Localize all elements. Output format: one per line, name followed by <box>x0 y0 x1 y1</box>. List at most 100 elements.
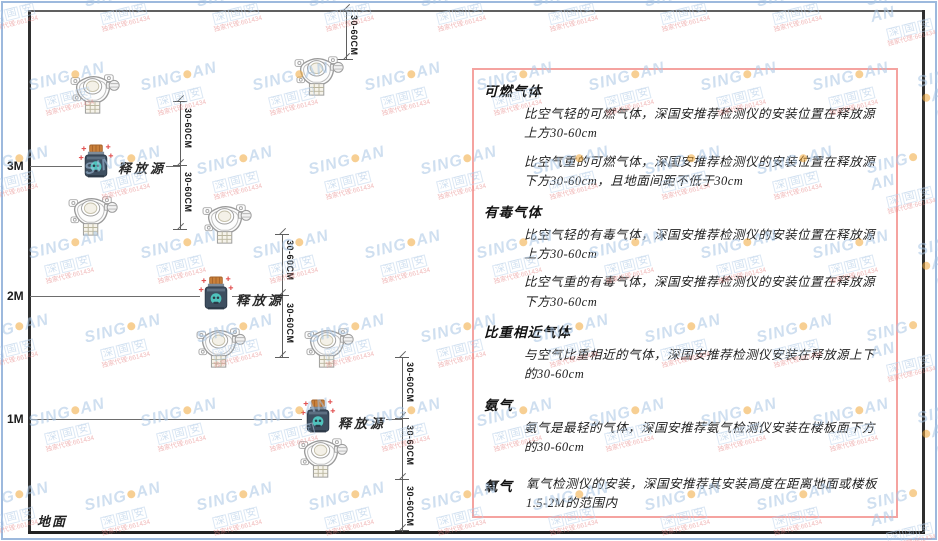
dimension-label: 30-60CM <box>183 172 193 213</box>
section-paragraph: 比空气轻的有毒气体，深国安推荐检测仪的安装位置在释放源上方30-60cm <box>524 227 876 261</box>
dimension-label: 30-60CM <box>183 108 193 149</box>
release-source-icon <box>300 399 336 437</box>
level-line-3m <box>30 166 82 167</box>
section-heading: 氧气 <box>484 478 513 494</box>
watermark-dot-icon <box>908 152 919 163</box>
section-paragraph: 比空气重的有毒气体，深国安推荐检测仪的安装位置在释放源下方30-60cm <box>524 275 876 309</box>
dimension-line <box>402 358 403 532</box>
watermark-dot-icon <box>126 321 137 332</box>
watermark-dot-icon <box>908 488 919 499</box>
section-paragraph: 比空气轻的可燃气体，深国安推荐检测仪的安装位置在释放源上方30-60cm <box>524 107 876 141</box>
watermark-dot-icon <box>350 489 361 500</box>
watermark-dot-icon <box>462 321 473 332</box>
level-line-3m-ext <box>166 166 180 167</box>
watermark-dot-icon <box>182 237 193 248</box>
floor-line <box>28 531 925 534</box>
panel-section: 可燃气体比空气轻的可燃气体，深国安推荐检测仪的安装位置在释放源上方30-60cm… <box>484 80 884 192</box>
release-source-label: 释放源 <box>118 161 167 176</box>
height-label-3m: 3M <box>7 159 24 173</box>
section-paragraph: 比空气重的可燃气体，深国安推荐检测仪的安装位置在释放源下方30-60cm，且地面… <box>524 154 876 189</box>
watermark-dot-icon <box>406 237 417 248</box>
level-line-1m <box>30 419 302 420</box>
watermark-dot-icon <box>14 489 25 500</box>
section-body: 氨气是最轻的气体，深国安推荐氨气检测仪安装在楼板面下方的30-60cm <box>484 419 884 458</box>
watermark-dot-icon <box>462 489 473 500</box>
wall-left-line <box>28 10 31 533</box>
level-line-1m-ext <box>386 419 402 420</box>
release-source-icon <box>78 144 114 182</box>
dimension-tick <box>173 165 187 166</box>
watermark-dot-icon <box>908 320 919 331</box>
section-body: 比空气轻的可燃气体，深国安推荐检测仪的安装位置在释放源上方30-60cm 比空气重… <box>484 105 884 192</box>
dimension-tick <box>395 479 409 480</box>
panel-section: 比重相近气体与空气比重相近的气体，深国安推荐检测仪安装在释放源上下的30-60c… <box>484 321 884 385</box>
ground-label: 地面 <box>37 514 68 529</box>
dimension-line <box>282 235 283 358</box>
section-paragraph: 氧气检测仪的安装，深国安推荐其安装高度在距离地面或楼板1.5-2M的范围内 <box>526 476 878 510</box>
section-heading: 可燃气体 <box>484 84 542 99</box>
dimension-label: 30-60CM <box>285 303 295 344</box>
dimension-tick <box>275 234 289 235</box>
info-panel: 可燃气体比空气轻的可燃气体，深国安推荐检测仪的安装位置在释放源上方30-60cm… <box>472 68 898 518</box>
dimension-label: 30-60CM <box>405 486 415 527</box>
watermark-dot-icon <box>14 321 25 332</box>
dimension-line <box>180 102 181 230</box>
dimension-line <box>346 11 347 60</box>
section-heading: 比重相近气体 <box>484 325 571 340</box>
height-label-2m: 2M <box>7 289 24 303</box>
section-paragraph: 氨气是最轻的气体，深国安推荐氨气检测仪安装在楼板面下方的30-60cm <box>524 420 876 455</box>
watermark-dot-icon <box>406 405 417 416</box>
section-heading: 有毒气体 <box>484 204 542 220</box>
ceiling-line <box>28 10 925 12</box>
release-source-label: 释放源 <box>236 293 285 308</box>
watermark-dot-icon <box>182 405 193 416</box>
watermark-dot-icon <box>406 69 417 80</box>
watermark-dot-icon <box>70 405 81 416</box>
section-body: 氧气检测仪的安装，深国安推荐其安装高度在距离地面或楼板1.5-2M的范围内 <box>526 467 884 517</box>
dimension-tick <box>173 101 187 102</box>
level-line-2m <box>30 296 200 297</box>
section-body: 比空气轻的有毒气体，深国安推荐检测仪的安装位置在释放源上方30-60cm 比空气重… <box>484 226 884 313</box>
level-line-2m-ext <box>232 296 282 297</box>
gas-detector-icon <box>202 200 252 246</box>
dimension-tick <box>275 295 289 296</box>
dimension-tick <box>339 59 353 60</box>
watermark-dot-icon <box>238 489 249 500</box>
gas-detector-icon <box>68 192 118 238</box>
section-body: 与空气比重相近的气体，深国安推荐检测仪安装在释放源上下的30-60cm <box>484 346 884 385</box>
panel-section: 氨气 氨气是最轻的气体，深国安推荐氨气检测仪安装在楼板面下方的30-60cm <box>484 394 884 458</box>
section-paragraph: 与空气比重相近的气体，深国安推荐检测仪安装在释放源上下的30-60cm <box>524 348 876 382</box>
gas-detector-icon <box>196 324 246 370</box>
panel-section: 氧气 氧气检测仪的安装，深国安推荐其安装高度在距离地面或楼板1.5-2M的范围内 <box>484 467 884 517</box>
watermark-dot-icon <box>462 153 473 164</box>
dimension-tick <box>275 357 289 358</box>
panel-section: 有毒气体比空气轻的有毒气体，深国安推荐检测仪的安装位置在释放源上方30-60cm… <box>484 201 884 313</box>
dimension-label: 30-60CM <box>285 240 295 281</box>
watermark-dot-icon <box>294 237 305 248</box>
dimension-tick <box>173 229 187 230</box>
section-heading: 氨气 <box>484 397 513 413</box>
dimension-label: 30-60CM <box>349 15 359 56</box>
gas-detector-icon <box>304 324 354 370</box>
dimension-tick <box>395 357 409 358</box>
watermark-dot-icon <box>350 153 361 164</box>
watermark-dot-icon <box>70 237 81 248</box>
dimension-tick <box>395 418 409 419</box>
gas-detector-icon <box>294 52 344 98</box>
